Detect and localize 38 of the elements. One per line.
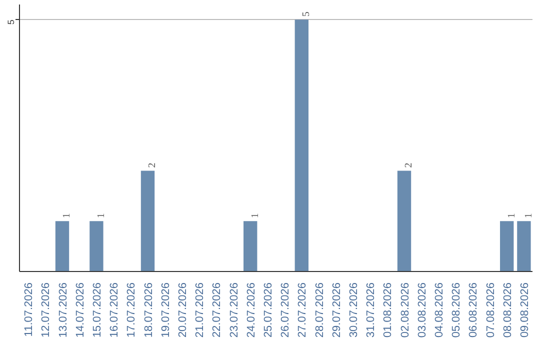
x-tick-label: 24.07.2026 [245,282,258,338]
x-tick-label: 28.07.2026 [314,282,326,338]
x-tick-label: 04.08.2026 [433,282,446,338]
x-tick-label: 20.07.2026 [176,282,189,338]
data-label: 1 [523,213,534,218]
x-tick-label: 02.08.2026 [399,282,412,338]
x-tick-label: 14.07.2026 [74,282,86,338]
x-tick-label: 01.08.2026 [382,282,394,338]
data-label: 1 [250,213,261,218]
x-tick-label: 25.07.2026 [262,282,274,338]
data-label: 5 [301,12,312,17]
data-label: 2 [404,162,415,168]
x-tick-label: 21.07.2026 [194,282,206,338]
x-tick-label: 07.08.2026 [484,282,497,338]
x-tick-label: 18.07.2026 [142,282,155,338]
data-label: 2 [147,162,158,168]
x-tick-label: 30.07.2026 [348,282,360,338]
x-tick-label: 23.07.2026 [228,282,240,338]
x-tick-label: 29.07.2026 [330,282,343,338]
x-tick-label: 31.07.2026 [365,282,378,338]
data-label: 1 [96,213,107,218]
x-tick-label: 05.08.2026 [450,282,463,338]
data-label: 1 [506,213,518,218]
x-tick-label: 11.07.2026 [23,282,36,337]
x-tick-label: 19.07.2026 [160,282,172,338]
x-tick-label: 26.07.2026 [280,282,292,338]
x-tick-label: 15.07.2026 [91,282,104,338]
x-tick-label: 13.07.2026 [57,282,70,338]
x-tick-label: 08.08.2026 [502,282,514,338]
x-tick-label: 03.08.2026 [416,282,428,338]
x-tick-label: 16.07.2026 [108,282,121,338]
x-tick-label: 12.07.2026 [40,282,52,338]
x-tick-label: 06.08.2026 [468,282,480,338]
x-tick-label: 27.07.2026 [296,282,309,338]
data-label: 1 [62,213,73,218]
x-tick-label: 22.07.2026 [211,282,224,338]
x-tick-label: 09.08.2026 [518,282,531,338]
x-tick-label: 17.07.2026 [126,282,138,338]
